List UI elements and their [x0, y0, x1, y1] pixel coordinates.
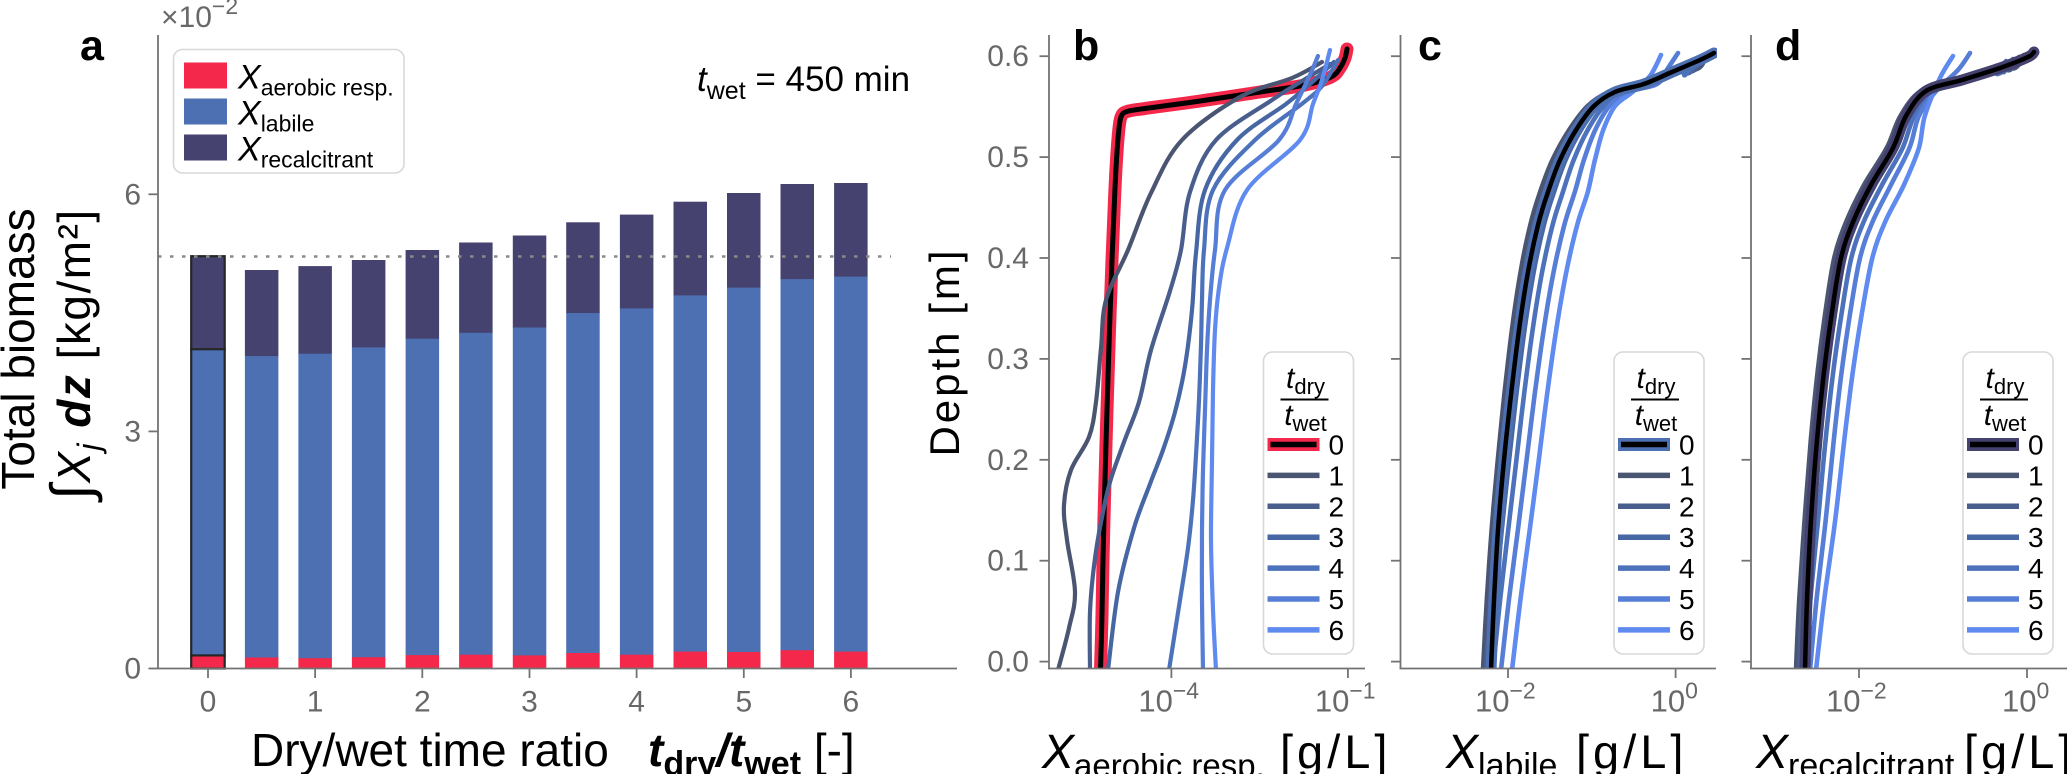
svg-text:5: 5 — [2028, 584, 2044, 615]
svg-text:2: 2 — [1679, 491, 1695, 522]
svg-text:2: 2 — [1329, 491, 1345, 522]
svg-text:6: 6 — [124, 178, 141, 211]
svg-text:tdry: tdry — [1986, 362, 2025, 399]
svg-text:5: 5 — [1329, 584, 1345, 615]
svg-text:0.3: 0.3 — [987, 343, 1029, 376]
svg-text:0: 0 — [124, 653, 141, 686]
svg-text:0: 0 — [1329, 430, 1345, 461]
svg-text:2: 2 — [414, 686, 431, 719]
svg-text:3: 3 — [1329, 522, 1345, 553]
svg-text:0.2: 0.2 — [987, 444, 1029, 477]
svg-text:6: 6 — [843, 686, 860, 719]
svg-text:4: 4 — [1679, 553, 1695, 584]
svg-text:tdry: tdry — [1286, 362, 1325, 399]
svg-text:twet: twet — [1635, 399, 1678, 436]
svg-text:a: a — [80, 22, 105, 70]
svg-text:0.6: 0.6 — [987, 40, 1029, 73]
svg-text:d: d — [1775, 22, 1801, 70]
svg-text:Xlabile: Xlabile — [237, 95, 314, 137]
svg-text:Xlabile: Xlabile — [1445, 726, 1557, 774]
svg-text:0.4: 0.4 — [987, 242, 1029, 275]
svg-text:100: 100 — [2002, 678, 2049, 719]
svg-text:2: 2 — [2028, 491, 2044, 522]
svg-text:3: 3 — [521, 686, 538, 719]
svg-text:0.5: 0.5 — [987, 141, 1029, 174]
svg-text:5: 5 — [1679, 584, 1695, 615]
svg-text:0.0: 0.0 — [987, 646, 1029, 679]
svg-text:Total biomass: Total biomass — [0, 208, 44, 489]
svg-text:tdry/twet [-]: tdry/twet [-] — [648, 724, 855, 774]
svg-text:3: 3 — [2028, 522, 2044, 553]
svg-text:6: 6 — [2028, 615, 2044, 646]
svg-text:Xaerobic resp.: Xaerobic resp. — [237, 59, 394, 101]
svg-text:4: 4 — [628, 686, 645, 719]
svg-text:[g/L]: [g/L] — [1280, 725, 1391, 774]
svg-text:c: c — [1418, 22, 1442, 70]
svg-text:0: 0 — [2028, 430, 2044, 461]
svg-text:0.1: 0.1 — [987, 545, 1029, 578]
svg-text:Dry/wet time ratio: Dry/wet time ratio — [251, 724, 609, 774]
svg-text:5: 5 — [735, 686, 752, 719]
svg-text:4: 4 — [1329, 553, 1345, 584]
svg-text:6: 6 — [1329, 615, 1345, 646]
svg-text:Depth [m]: Depth [m] — [921, 247, 968, 456]
svg-text:1: 1 — [2028, 460, 2044, 491]
svg-text:3: 3 — [1679, 522, 1695, 553]
svg-text:0: 0 — [1679, 430, 1695, 461]
svg-text:1: 1 — [1329, 460, 1345, 491]
svg-text:6: 6 — [1679, 615, 1695, 646]
svg-text:3: 3 — [124, 415, 141, 448]
svg-text:twet: twet — [1984, 399, 2027, 436]
svg-text:0: 0 — [200, 686, 217, 719]
svg-text:[g/L]: [g/L] — [1576, 725, 1687, 774]
svg-text:4: 4 — [2028, 553, 2044, 584]
svg-text:Xaerobic resp.: Xaerobic resp. — [1041, 726, 1265, 774]
svg-text:1: 1 — [307, 686, 324, 719]
svg-text:twet: twet — [1284, 399, 1327, 436]
svg-text:Xrecalcitrant: Xrecalcitrant — [1755, 726, 1955, 774]
svg-text:tdry: tdry — [1637, 362, 1676, 399]
svg-text:1: 1 — [1679, 460, 1695, 491]
svg-text:twet = 450 min: twet = 450 min — [697, 60, 910, 105]
svg-text:Xrecalcitrant: Xrecalcitrant — [237, 131, 374, 173]
svg-text:[g/L]: [g/L] — [1964, 725, 2067, 774]
svg-text:∫Xj dz [kg/m²]: ∫Xj dz [kg/m²] — [39, 208, 107, 502]
svg-text:b: b — [1073, 22, 1099, 70]
